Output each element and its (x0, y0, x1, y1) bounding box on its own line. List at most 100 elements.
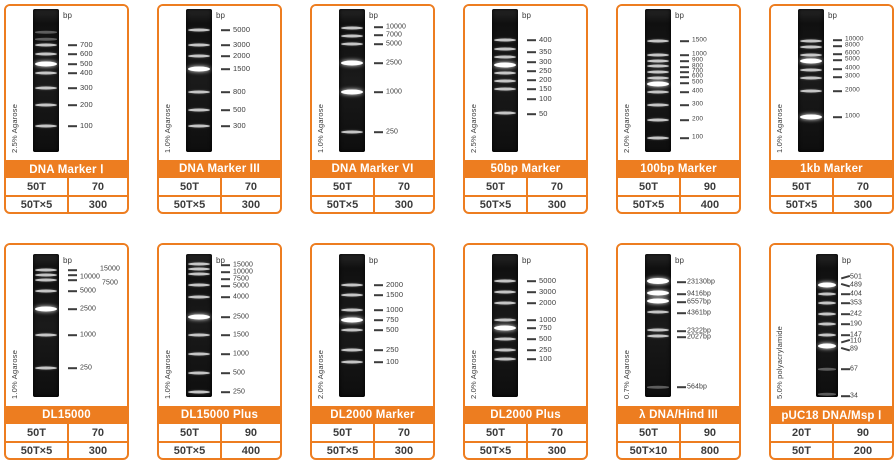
tick-mark (221, 29, 230, 31)
spec-cell-pack-2: 50T×5 (312, 441, 375, 458)
band-size-label: 8000 (845, 41, 860, 49)
band-size-label: 700 (692, 67, 704, 75)
spec-table: 20T 90 50T 200 (771, 424, 892, 458)
gel-band (800, 114, 822, 120)
tick-mark (680, 60, 689, 62)
gel-band (494, 279, 516, 283)
band-size-label: 564bp (687, 383, 707, 391)
gel-band (647, 53, 669, 57)
gel-band (647, 59, 669, 63)
product-name-header: 100bp Marker (618, 160, 739, 178)
band-size-label: 200 (539, 75, 552, 85)
gel-band (341, 293, 363, 297)
gel-band (647, 136, 669, 140)
tick-mark (68, 367, 77, 369)
gel-image: bp 1.0% Agarose 5000 3000 2000 1500 800 500 30… (159, 6, 280, 160)
tick-mark (221, 316, 230, 318)
product-name-header: DNA Marker VI (312, 160, 433, 178)
tick-mark (677, 293, 686, 295)
gel-percentage-label: 2.0% Agarose (469, 349, 478, 399)
gel-band (818, 301, 836, 305)
gel-band (494, 47, 516, 51)
gel-band (341, 308, 363, 312)
product-name-header: λ DNA/Hind III (618, 406, 739, 424)
band-size-label: 1000 (233, 350, 249, 358)
band-size-label: 100 (539, 354, 552, 364)
spec-cell-pack-2: 50T (771, 441, 834, 458)
band-size-label: 400 (539, 35, 552, 45)
tick-mark (840, 338, 851, 344)
marker-card: bp 0.7% Agarose 23130bp 9416bp 6557bp 4361b… (616, 243, 741, 460)
band-size-label: 1500 (233, 64, 251, 74)
band-size-label: 300 (539, 57, 552, 67)
gel-band (494, 62, 516, 68)
tick-mark (68, 290, 77, 292)
gel-band (341, 348, 363, 352)
band-size-label: 250 (539, 345, 552, 355)
tick-mark (221, 334, 230, 336)
tick-mark (68, 44, 77, 46)
gel-band (341, 360, 363, 364)
product-name-header: pUC18 DNA/Msp Ⅰ (771, 406, 892, 424)
tick-mark (527, 338, 536, 340)
gel-band (35, 366, 57, 370)
gel-band (494, 55, 516, 59)
spec-cell-price-1: 90 (703, 426, 717, 439)
tick-mark (68, 279, 77, 281)
marker-card: bp 2.0% Agarose 1500 1000 900 800 700 600 500 4… (616, 4, 741, 214)
band-size-label: 5000 (233, 25, 251, 35)
gel-image: bp 1.0% Agarose 15000 10000 7500 5000 4000 25… (159, 245, 280, 406)
spec-cell-price-2: 300 (68, 195, 127, 212)
tick-mark (68, 72, 77, 74)
band-size-label: 2322bp (687, 327, 711, 335)
bp-unit-label: bp (216, 11, 225, 20)
band-size-label: 100 (80, 121, 93, 131)
spec-table: 50T 70 50T×5 300 (312, 424, 433, 458)
gel-lane (186, 9, 212, 152)
band-size-label: 4361bp (687, 309, 711, 317)
tick-mark (68, 334, 77, 336)
gel-percentage-label: 2.5% Agarose (10, 103, 19, 153)
band-size-label: 750 (386, 315, 399, 325)
gel-band (35, 124, 57, 128)
band-size-label: 250 (386, 345, 399, 355)
band-size-label: 250 (233, 388, 245, 396)
gel-image: bp 1.0% Agarose 10000 7000 5000 2500 1000 250 (312, 6, 433, 160)
bp-unit-label: bp (369, 256, 378, 265)
product-name-header: 1kb Marker (771, 160, 892, 178)
tick-mark (677, 336, 686, 338)
tick-mark (221, 264, 230, 266)
tick-mark (841, 368, 850, 370)
gel-band (494, 318, 516, 322)
gel-band (800, 68, 822, 72)
gel-band (35, 333, 57, 337)
gel-band (35, 103, 57, 107)
spec-cell-price-1: 90 (856, 426, 870, 439)
gel-band (647, 81, 669, 87)
gel-percentage-label: 1.0% Agarose (316, 103, 325, 153)
bp-unit-label: bp (63, 256, 72, 265)
spec-cell-price-1: 70 (397, 180, 411, 193)
band-size-label: 6557bp (687, 298, 711, 306)
tick-mark (221, 372, 230, 374)
tick-mark (527, 79, 536, 81)
band-size-label: 500 (233, 105, 246, 115)
gel-image: bp 2.0% Agarose 2000 1500 1000 750 500 250 100 (312, 245, 433, 406)
gel-image: bp 0.7% Agarose 23130bp 9416bp 6557bp 4361b… (618, 245, 739, 406)
spec-table: 50T 70 50T×5 300 (465, 424, 586, 458)
tick-mark (840, 346, 851, 352)
tick-mark (677, 301, 686, 303)
spec-cell-pack-2: 50T×5 (159, 195, 222, 212)
gel-band (647, 118, 669, 122)
gel-lane (645, 254, 671, 397)
band-size-label: 5000 (539, 276, 557, 286)
tick-mark (833, 90, 842, 92)
band-size-label: 242 (850, 310, 862, 318)
marker-card: bp 1.0% Agarose 10000 7000 5000 2500 1000 250… (310, 4, 435, 214)
gel-lane (339, 9, 365, 152)
tick-mark (527, 70, 536, 72)
gel-band (35, 61, 57, 67)
band-size-label: 3000 (233, 40, 251, 50)
gel-lane (339, 254, 365, 397)
